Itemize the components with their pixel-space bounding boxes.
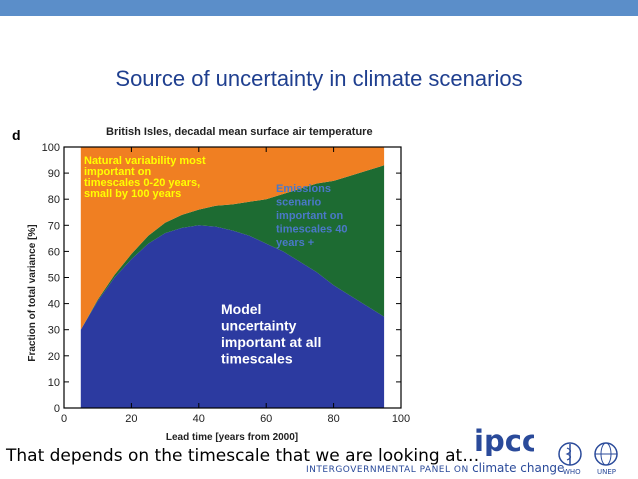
y-tick-label: 10 [48,377,60,389]
unep-emblem-icon [592,440,620,470]
annotation-scenario-line: timescales 40 [276,224,348,236]
annotation-scenario-line: Emissions [276,183,331,195]
x-tick-label: 20 [125,413,137,425]
y-tick-label: 0 [54,403,60,415]
x-tick-label: 100 [392,413,410,425]
annotation-model-line: important at all [221,334,321,350]
x-tick-label: 80 [327,413,339,425]
annotation-natural-line: small by 100 years [84,188,181,200]
variance-chart: d British Isles, decadal mean surface ai… [0,120,430,446]
x-tick-label: 60 [260,413,272,425]
annotation-scenario-line: years + [276,237,314,249]
ipcc-subtitle: INTERGOVERNMENTAL PANEL ON climate chang… [306,461,564,475]
unep-label: UNEP [597,468,616,476]
y-axis-label: Fraction of total variance [%] [27,224,38,361]
annotation-model-line: Model [221,301,261,317]
ipcc-logo: ipcc [474,426,534,456]
y-tick-label: 90 [48,168,60,180]
ipcc-subtitle-small: INTERGOVERNMENTAL PANEL ON [306,465,469,475]
y-tick-label: 80 [48,194,60,206]
y-tick-label: 50 [48,273,60,285]
ipcc-logo-text: ipcc [474,426,534,456]
y-tick-label: 20 [48,351,60,363]
y-tick-label: 40 [48,299,60,311]
x-tick-label: 40 [193,413,205,425]
y-tick-label: 60 [48,246,60,258]
annotation-model-line: uncertainty [221,318,297,334]
chart-title: British Isles, decadal mean surface air … [106,126,373,138]
top-accent-bar [0,0,638,16]
y-tick-label: 100 [42,142,60,154]
ipcc-subtitle-big: climate change [472,461,564,475]
slide-title: Source of uncertainty in climate scenari… [0,66,638,92]
x-tick-label: 0 [61,413,67,425]
annotation-scenario-line: important on [276,210,343,222]
x-axis-label: Lead time [years from 2000] [166,432,298,443]
panel-letter: d [12,127,21,143]
annotation-model-line: timescales [221,351,293,367]
y-tick-label: 70 [48,220,60,232]
who-emblem-icon [556,440,584,470]
who-label: WHO [563,468,581,476]
annotation-scenario-line: scenario [276,197,322,209]
y-tick-label: 30 [48,325,60,337]
